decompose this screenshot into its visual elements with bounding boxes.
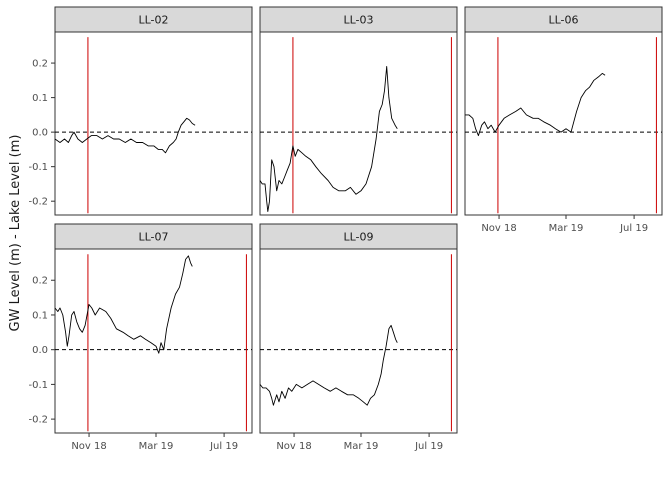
facet-strip	[464, 6, 663, 33]
plot-panel	[54, 31, 253, 216]
x-tick-label: Mar 19	[344, 441, 379, 452]
facet-label: LL-06	[548, 14, 578, 27]
facet-strip	[259, 6, 458, 33]
y-tick-label: -0.1	[28, 162, 48, 173]
x-tick-label: Nov 18	[276, 441, 311, 452]
x-tick-label: Nov 18	[71, 441, 106, 452]
plot-panel	[54, 248, 253, 434]
y-tick-label: 0.2	[32, 59, 48, 70]
plot-panel	[464, 31, 663, 216]
y-tick-label: 0.0	[32, 345, 48, 356]
gw-lake-series	[54, 255, 193, 354]
y-axis-label: GW Level (m) - Lake Level (m)	[8, 135, 23, 332]
facet-label: LL-02	[138, 14, 168, 27]
plot-panel	[259, 31, 458, 216]
facet-panel: LL-02 -0.2 -0.1 0.0 0.1 0.2	[28, 6, 253, 216]
y-tick-label: 0.2	[32, 276, 48, 287]
x-tick-label: Jul 19	[209, 441, 238, 452]
gw-lake-series	[465, 72, 606, 137]
gw-lake-series	[54, 117, 196, 154]
x-tick-label: Mar 19	[549, 223, 584, 234]
y-tick-label: -0.2	[28, 415, 48, 426]
facet-panel: LL-06 Nov 18 Mar 19 Jul 19	[464, 6, 663, 234]
y-tick-label: 0.1	[32, 93, 48, 104]
x-tick-label: Jul 19	[414, 441, 443, 452]
gw-lake-series	[259, 66, 398, 212]
facet-panel: LL-07 -0.2 -0.1 0.0 0.1 0.2 Nov 18 Mar 19 Jul 19	[28, 223, 253, 452]
x-tick-label: Jul 19	[619, 223, 648, 234]
x-tick-label: Nov 18	[481, 223, 516, 234]
gw-lake-series	[259, 324, 398, 406]
facet-panel: LL-03	[259, 6, 458, 216]
facet-strip	[54, 6, 253, 33]
y-tick-label: -0.1	[28, 380, 48, 391]
facet-label: LL-09	[343, 231, 373, 244]
y-tick-label: 0.0	[32, 128, 48, 139]
facet-panel: LL-09 Nov 18 Mar 19 Jul 19	[259, 223, 458, 452]
y-tick-label: -0.2	[28, 197, 48, 208]
facet-strip	[259, 223, 458, 250]
plot-panel	[259, 248, 458, 434]
y-tick-label: 0.1	[32, 310, 48, 321]
facet-label: LL-03	[343, 14, 373, 27]
facet-strip	[54, 223, 253, 250]
x-tick-label: Mar 19	[139, 441, 174, 452]
facet-label: LL-07	[138, 231, 168, 244]
